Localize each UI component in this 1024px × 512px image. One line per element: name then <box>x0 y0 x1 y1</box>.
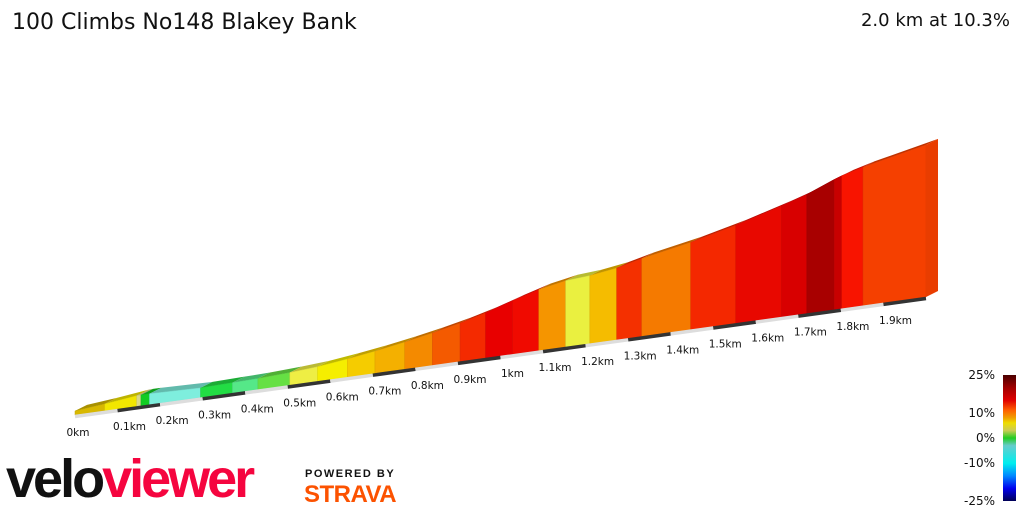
strava-logo: STRAVA <box>304 481 397 508</box>
segment-top-face <box>404 326 445 343</box>
axis-tick-band <box>755 314 799 324</box>
profile-segment <box>512 289 540 355</box>
profile-segment <box>589 267 617 344</box>
profile-segment <box>833 175 843 311</box>
x-tick-label: 0km <box>67 427 90 439</box>
legend-label: 25% <box>968 368 995 382</box>
axis-tick-band <box>74 408 118 419</box>
legend-label: 10% <box>968 406 995 420</box>
axis-tick-band <box>287 379 331 389</box>
profile-segment <box>641 242 691 337</box>
axis-tick-band <box>542 343 586 354</box>
axis-tick-band <box>840 302 884 313</box>
x-tick-label: 0.4km <box>241 403 274 415</box>
segment-top-face <box>432 317 473 333</box>
segment-top-face <box>616 252 654 269</box>
profile-segment <box>841 166 864 309</box>
x-tick-label: 0.9km <box>453 374 486 386</box>
x-tick-label: 1.5km <box>709 339 742 351</box>
x-tick-label: 1.9km <box>879 315 912 327</box>
legend-label: 0% <box>976 431 995 445</box>
profile-segment <box>806 179 835 314</box>
segment-top-face <box>232 372 270 383</box>
x-tick-label: 0.6km <box>326 392 359 404</box>
x-tick-label: 0.8km <box>411 380 444 392</box>
profile-segment <box>781 194 808 318</box>
segment-top-face <box>140 387 162 395</box>
profile-segment <box>616 258 643 341</box>
x-tick-label: 1km <box>501 368 524 380</box>
x-tick-label: 1.1km <box>539 362 572 374</box>
segment-top-face <box>460 306 498 324</box>
profile-segment <box>140 393 150 407</box>
segment-top-face <box>538 274 578 290</box>
x-tick-label: 0.3km <box>198 409 231 421</box>
profile-segment <box>565 275 591 348</box>
page-title: 100 Climbs No148 Blakey Bank <box>12 10 357 35</box>
x-tick-label: 1.7km <box>794 327 827 339</box>
axis-tick-band <box>627 332 671 342</box>
gradient-legend: 25% 10% 0% -10% -25% <box>964 368 1016 508</box>
axis-tick-band <box>585 338 629 348</box>
x-tick-label: 0.2km <box>156 415 189 427</box>
veloviewer-logo: veloviewer <box>6 449 255 509</box>
profile-segment <box>374 341 406 374</box>
x-tick-label: 1.8km <box>836 321 869 333</box>
axis-tick-band <box>457 355 501 366</box>
axis-tick-band <box>244 385 288 395</box>
segment-top-face <box>149 381 213 394</box>
x-tick-label: 0.7km <box>368 386 401 398</box>
segment-top-face <box>136 388 153 396</box>
powered-by-label: POWERED BY <box>305 468 396 480</box>
axis-tick-band <box>500 349 544 360</box>
climb-summary: 2.0 km at 10.3% <box>860 10 1010 31</box>
segment-top-face <box>75 397 117 411</box>
profile-segment <box>136 394 142 407</box>
segment-top-face <box>317 353 360 367</box>
segment-top-face <box>841 161 876 176</box>
segment-top-face <box>565 269 602 281</box>
profile-segment <box>432 322 461 366</box>
axis-tick-band <box>415 361 459 372</box>
profile-segment <box>485 300 513 359</box>
axis-tick-band <box>159 397 203 407</box>
segment-top-face <box>641 236 703 259</box>
segment-top-face <box>289 360 330 373</box>
axis-tick-band <box>798 308 842 318</box>
axis-tick-band <box>117 402 161 413</box>
segment-top-face <box>257 366 302 379</box>
segment-top-face <box>863 138 938 168</box>
distance-axis: 0km 0.1km 0.2km 0.3km 0.4km 0.5km 0.6km 0.7km 0.… <box>67 296 927 439</box>
legend-color-bar <box>1003 375 1016 501</box>
axis-tick-band <box>372 367 416 377</box>
axis-tick-band <box>883 296 927 307</box>
segment-top-face <box>347 345 387 360</box>
legend-label: -25% <box>964 494 995 508</box>
segment-top-face <box>374 336 417 352</box>
x-tick-label: 1.2km <box>581 356 614 368</box>
axis-tick-band <box>330 373 374 383</box>
profile-segment <box>690 224 737 330</box>
profile-segment <box>404 332 433 370</box>
profile-segment <box>862 144 927 307</box>
x-tick-label: 0.5km <box>283 398 316 410</box>
profile-segment <box>735 205 783 324</box>
legend-label: -10% <box>964 456 995 470</box>
x-tick-label: 1.3km <box>624 350 657 362</box>
axis-tick-band <box>713 320 757 330</box>
segment-top-face <box>690 219 748 243</box>
x-tick-label: 0.1km <box>113 421 146 433</box>
segment-top-face <box>104 389 149 404</box>
segment-top-face <box>200 376 245 388</box>
segment-end-face <box>926 138 938 297</box>
segment-top-face <box>589 262 629 276</box>
profile-segment <box>538 280 566 351</box>
x-tick-label: 1.4km <box>666 344 699 356</box>
x-tick-label: 1.6km <box>751 333 784 345</box>
axis-tick-band <box>202 391 246 401</box>
axis-tick-band <box>670 326 714 336</box>
profile-segments <box>74 138 938 416</box>
